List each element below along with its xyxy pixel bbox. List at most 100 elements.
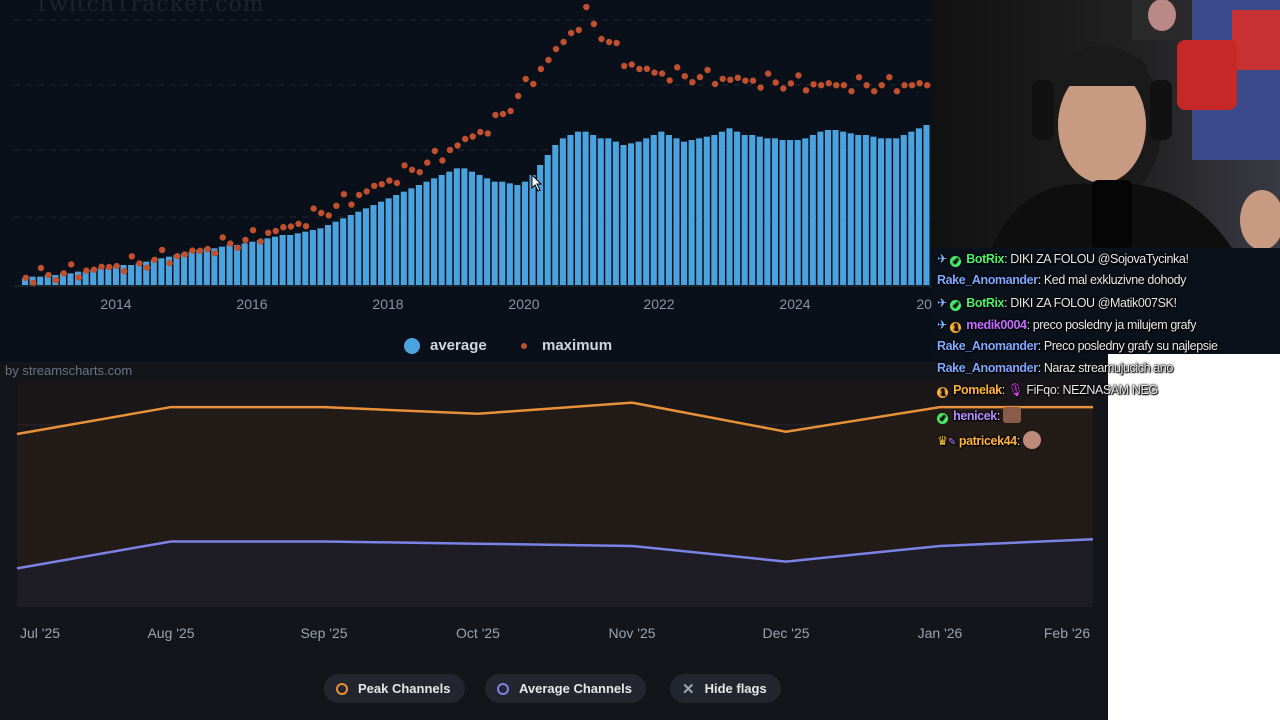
chat-text: Ked mal exkluzivne dohody	[1043, 273, 1187, 287]
average-bar	[787, 140, 794, 285]
maximum-point	[75, 274, 83, 281]
maximum-point	[371, 182, 378, 189]
maximum-point	[924, 82, 931, 89]
average-bar	[37, 276, 44, 285]
maximum-point	[651, 69, 658, 76]
average-bar	[877, 138, 885, 285]
maximum-point	[416, 169, 423, 176]
average-bar	[264, 238, 271, 285]
average-bar	[771, 138, 778, 285]
twitchtracker-watermark: TwitchTracker.com	[34, 0, 265, 17]
average-bar	[112, 266, 119, 285]
average-bar	[544, 155, 551, 285]
maximum-point	[613, 39, 620, 47]
average-bar	[885, 138, 892, 285]
maximum-point	[537, 65, 545, 73]
legend-average-label: average	[430, 337, 487, 354]
emote-icon	[1003, 407, 1021, 423]
average-bar	[378, 201, 385, 285]
maximum-point	[666, 77, 673, 84]
maximum-point	[840, 82, 848, 89]
average-bar	[574, 131, 582, 285]
average-bar	[559, 138, 566, 285]
chat-message: ♛✎ patricek44:	[937, 431, 1041, 449]
maximum-point	[378, 181, 386, 188]
average-bar	[893, 138, 900, 285]
average-bar	[696, 138, 703, 285]
sub-badge-icon: 1	[937, 387, 948, 398]
legend-maximum-label: maximum	[542, 337, 613, 354]
maximum-point	[704, 66, 711, 74]
average-bar	[832, 130, 839, 285]
chat-text: Naraz streamujucich ano	[1043, 361, 1173, 375]
maximum-point	[355, 191, 363, 199]
maximum-point	[68, 261, 75, 268]
average-bar	[537, 165, 544, 285]
maximum-point	[681, 73, 689, 80]
maximum-point	[128, 253, 136, 260]
average-bar	[794, 140, 801, 285]
average-bar	[196, 250, 203, 285]
maximum-point	[424, 159, 431, 166]
average-bar	[234, 245, 241, 285]
average-bar	[552, 145, 559, 285]
legend-maximum[interactable]: maximum	[521, 337, 612, 354]
average-bar	[658, 131, 665, 285]
average-bar	[908, 131, 915, 285]
average-bar	[779, 140, 786, 285]
legend-average[interactable]: average	[404, 337, 487, 354]
average-bar	[711, 135, 718, 285]
chat-message: ✓ henicek:	[937, 407, 1021, 424]
x-tick-label: 2024	[779, 296, 810, 312]
twitchtracker-plot: 2014 2016 2018 2020 2022 2024 202	[14, 3, 932, 312]
average-bar	[681, 141, 688, 285]
maximum-point	[363, 188, 370, 195]
average-bar	[211, 248, 218, 285]
chat-username: patricek44	[958, 434, 1017, 448]
maximum-point	[802, 87, 810, 94]
maximum-point	[855, 74, 863, 81]
chat-username: Pomelak	[953, 383, 1002, 397]
average-bar	[271, 236, 279, 285]
average-bar	[150, 260, 157, 285]
average-bar	[802, 138, 809, 285]
maximum-point	[674, 64, 681, 71]
maximum-point	[264, 229, 272, 236]
maximum-point	[901, 82, 908, 89]
maximum-point	[719, 75, 726, 83]
maximum-point	[302, 223, 310, 230]
x-tick-label: 2016	[236, 296, 267, 312]
maximum-point	[734, 74, 742, 82]
average-channels-toggle[interactable]: Average Channels	[485, 674, 646, 703]
average-bar	[612, 141, 619, 285]
average-bar	[491, 181, 498, 285]
average-bar	[453, 168, 460, 285]
average-bar	[120, 265, 127, 285]
close-icon: ✕	[682, 680, 695, 698]
maximum-point	[742, 77, 749, 84]
maximum-point	[272, 227, 279, 235]
maximum-point	[401, 162, 408, 169]
maximum-point	[181, 251, 189, 258]
maximum-point	[863, 82, 870, 89]
maximum-point	[249, 227, 257, 234]
peak-channels-toggle[interactable]: Peak Channels	[324, 674, 465, 703]
average-bar	[665, 135, 672, 285]
maximum-point	[280, 224, 287, 231]
x-tick-label: Nov '25	[608, 625, 655, 641]
maximum-point	[795, 72, 802, 79]
average-bar	[256, 240, 263, 285]
maximum-point	[98, 263, 105, 270]
maximum-point	[507, 107, 514, 115]
chat-text: FiFqo: NEZNASAM NEG	[1026, 383, 1158, 397]
maximum-point	[530, 80, 537, 88]
average-bar	[203, 248, 210, 285]
average-bar	[567, 135, 574, 285]
maximum-point	[833, 82, 840, 89]
average-bar	[82, 271, 89, 285]
maximum-point	[484, 130, 492, 137]
average-bar	[635, 141, 642, 285]
chat-message: ✈ ✓ BotRix: DIKI ZA FOLOU @SojovaTycinka…	[937, 252, 1189, 267]
maximum-point	[772, 79, 779, 86]
hide-flags-button[interactable]: ✕ Hide flags	[670, 674, 781, 703]
